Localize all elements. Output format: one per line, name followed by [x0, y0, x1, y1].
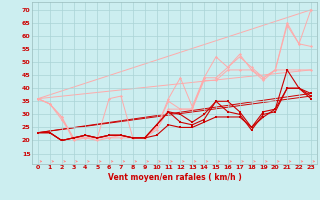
X-axis label: Vent moyen/en rafales ( km/h ): Vent moyen/en rafales ( km/h ) [108, 173, 241, 182]
